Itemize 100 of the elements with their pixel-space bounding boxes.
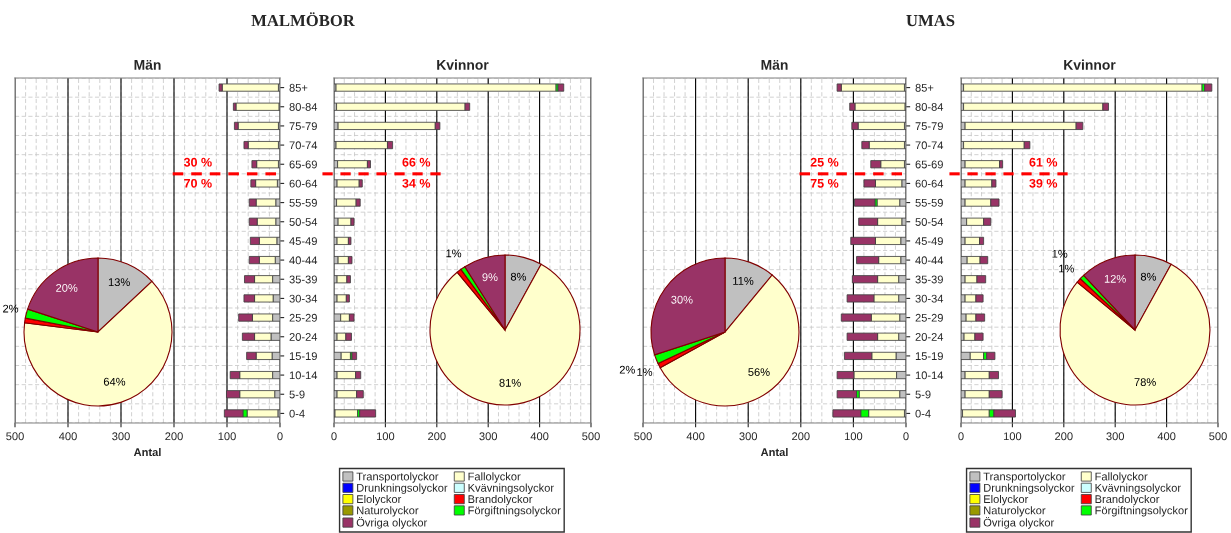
x-tick-label: 300 [479, 432, 498, 441]
chart-title: Män [134, 60, 161, 70]
y-tick-label: 60-64 [289, 179, 318, 188]
y-tick-label: 45-49 [289, 237, 317, 246]
y-tick-label: 15-19 [915, 352, 943, 361]
data-label: 56% [748, 368, 770, 377]
y-tick-label: 25-29 [289, 313, 317, 322]
legend-label: Förgiftningsolyckor [468, 506, 561, 517]
y-tick-label: 75-79 [289, 122, 317, 131]
y-tick-label: 40-44 [289, 256, 318, 265]
legend-label: Elolyckor [984, 494, 1029, 506]
y-tick-label: 65-69 [915, 160, 943, 169]
legend-label: Naturolyckor [984, 506, 1046, 517]
data-label: 64% [103, 377, 126, 386]
y-tick-label: 55-59 [915, 198, 943, 207]
x-tick-label: 300 [739, 432, 758, 441]
y-tick-label: 10-14 [915, 371, 944, 380]
y-tick-label: 0-4 [289, 409, 305, 418]
y-tick-label: 70-74 [915, 141, 944, 150]
y-tick-label: 70-74 [289, 141, 318, 150]
x-tick-label: 0 [958, 432, 964, 441]
x-tick-label: 0 [277, 432, 283, 441]
y-tick-label: 45-49 [915, 237, 943, 246]
chart-subtitle: UMAS [906, 14, 955, 27]
y-tick-label: 80-84 [289, 103, 318, 111]
data-label: 2% [619, 365, 635, 374]
x-tick-label: 500 [634, 432, 652, 441]
y-tick-label: 75-79 [915, 122, 943, 131]
x-tick-label: 100 [218, 432, 236, 441]
legend-label: Kvävningsolyckor [468, 483, 554, 494]
y-tick-label: 65-69 [289, 160, 317, 169]
y-tick-label: 15-19 [289, 352, 317, 361]
data-label: 9% [482, 273, 498, 282]
data-label: 8% [1140, 272, 1157, 281]
y-tick-label: 80-84 [915, 103, 944, 111]
y-tick-label: 55-59 [289, 198, 317, 207]
y-tick-label: 30-34 [289, 294, 318, 303]
chart-title: Män [761, 60, 788, 70]
x-tick-label: 100 [1003, 432, 1022, 441]
legend-label: Drunkningsolyckor [357, 483, 448, 494]
y-tick-label: 5-9 [289, 390, 305, 399]
x-tick-label: 300 [112, 432, 130, 441]
data-label: 12% [1104, 274, 1126, 283]
legend-label: Naturolyckor [357, 506, 419, 517]
x-tick-label: 0 [331, 432, 337, 441]
annotation: 25 % [810, 157, 839, 167]
annotation: 75 % [810, 178, 839, 188]
x-tick-label: 200 [1055, 432, 1073, 441]
y-tick-label: 25-29 [915, 313, 943, 322]
x-tick-label: 500 [582, 432, 600, 441]
y-tick-label: 10-14 [289, 371, 318, 380]
x-axis-title: Antal [760, 447, 788, 457]
x-tick-label: 500 [1209, 432, 1227, 441]
y-tick-label: 35-39 [289, 275, 317, 284]
x-tick-label: 100 [844, 432, 863, 441]
data-label: 2% [3, 304, 19, 313]
data-label: 20% [56, 284, 78, 292]
legend-label: Kvävningsolyckor [1095, 483, 1181, 494]
x-tick-label: 300 [1106, 432, 1125, 441]
annotation: 34 % [402, 178, 431, 188]
chart-subtitle: MALMÖBOR [251, 12, 355, 27]
chart-title: Kvinnor [437, 59, 489, 70]
data-label: 78% [1134, 378, 1156, 387]
data-label: 11% [733, 277, 754, 285]
x-tick-label: 200 [428, 432, 446, 441]
y-tick-label: 30-34 [915, 294, 944, 303]
y-tick-label: 50-54 [289, 218, 318, 226]
annotation: 70 % [184, 178, 212, 188]
x-tick-label: 0 [903, 432, 909, 441]
x-tick-label: 500 [6, 432, 24, 441]
annotation: 30 % [183, 157, 212, 167]
legend-label: Brandolyckor [468, 494, 533, 506]
data-label: 1% [446, 249, 462, 258]
data-label: 30% [671, 295, 693, 304]
legend-label: Övriga olyckor [356, 517, 428, 529]
legend-label: Fallolyckor [1095, 472, 1148, 483]
y-tick-label: 60-64 [915, 179, 944, 188]
x-tick-label: 400 [530, 432, 549, 441]
x-tick-label: 100 [376, 432, 395, 441]
annotation: 39 % [1029, 178, 1058, 188]
legend-label: Drunkningsolyckor [984, 483, 1075, 494]
annotation: 61 % [1029, 157, 1058, 167]
x-tick-label: 200 [792, 432, 810, 441]
x-tick-label: 400 [1157, 432, 1176, 441]
data-label: 8% [510, 272, 527, 281]
legend-label: Brandolyckor [1095, 494, 1160, 506]
x-tick-label: 200 [165, 432, 183, 441]
y-tick-label: 35-39 [915, 275, 943, 284]
annotation: 66 % [402, 157, 431, 167]
chart-title: Kvinnor [1064, 59, 1116, 70]
x-axis-title: Antal [133, 447, 161, 457]
legend-label: Elolyckor [357, 494, 402, 506]
y-tick-label: 85+ [289, 83, 308, 92]
y-tick-label: 0-4 [915, 409, 931, 418]
y-tick-label: 20-24 [915, 333, 944, 341]
legend-label: Transportolyckor [983, 472, 1066, 483]
y-tick-label: 50-54 [915, 218, 944, 226]
x-tick-label: 400 [58, 432, 77, 441]
y-tick-label: 5-9 [915, 390, 931, 399]
legend-label: Förgiftningsolyckor [1095, 506, 1188, 517]
